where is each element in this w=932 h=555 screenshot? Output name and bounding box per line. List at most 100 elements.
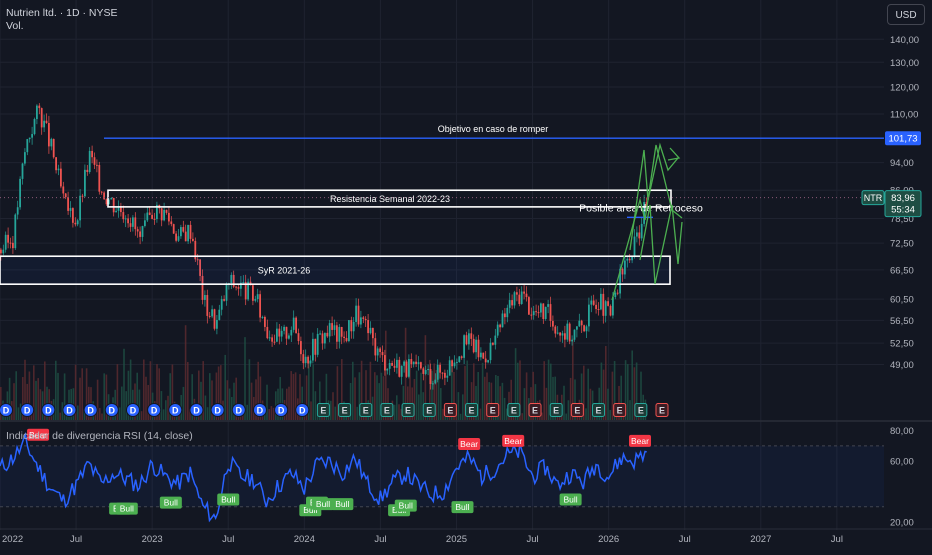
candle-body [600, 293, 602, 310]
earnings-marker[interactable]: E [465, 403, 479, 417]
candle-body [580, 320, 583, 326]
earnings-marker[interactable]: E [549, 403, 563, 417]
candle-body [458, 356, 461, 363]
volume-bar [580, 373, 583, 420]
dividend-marker[interactable]: D [274, 403, 289, 417]
dividend-marker[interactable]: D [168, 403, 183, 417]
last-price-tag[interactable] [884, 190, 922, 218]
resistance-zone[interactable] [107, 189, 672, 208]
volume-bar [206, 407, 209, 420]
earnings-marker[interactable]: E [592, 403, 606, 417]
volume-bar [129, 359, 132, 420]
earnings-marker[interactable]: E [507, 403, 521, 417]
dividend-marker[interactable]: D [147, 403, 162, 417]
candle-body [487, 360, 489, 363]
syr-zone[interactable] [0, 255, 671, 285]
bull-signal[interactable]: Bull [115, 502, 138, 515]
event-marker-label: D [109, 406, 116, 416]
earnings-marker[interactable]: E [338, 403, 352, 417]
earnings-marker[interactable]: E [613, 403, 627, 417]
dividend-marker[interactable]: D [189, 403, 204, 417]
candle-body [129, 223, 132, 227]
candle-body [499, 324, 501, 328]
candle-body [379, 348, 381, 353]
bull-signal[interactable]: Bull [451, 501, 474, 514]
candle-body [141, 226, 144, 237]
volume-bar [380, 372, 383, 420]
volume-bar [235, 377, 237, 420]
dividend-marker[interactable]: D [83, 403, 98, 417]
candle-body [0, 249, 2, 254]
candle-body [115, 210, 117, 213]
event-marker-label: D [278, 406, 285, 416]
currency-button[interactable]: USD [887, 4, 925, 25]
rsi-legend[interactable]: Indicador de divergencia RSI (14, close) [6, 430, 193, 442]
volume-bar [585, 408, 587, 420]
volume-label[interactable]: Vol. [6, 20, 24, 32]
bull-signal[interactable]: Bull [331, 498, 354, 511]
dividend-marker[interactable]: D [231, 403, 246, 417]
signal-label: Bull [316, 499, 330, 509]
symbol-title[interactable]: Nutrien ltd. · 1D · NYSE [6, 7, 118, 19]
earnings-marker[interactable]: E [359, 403, 373, 417]
volume-bar [33, 365, 35, 420]
earnings-marker[interactable]: E [316, 403, 330, 417]
earnings-marker[interactable]: E [570, 403, 584, 417]
volume-bar [574, 379, 576, 420]
symbol-tag[interactable] [861, 190, 885, 206]
earnings-marker[interactable]: E [422, 403, 436, 417]
objective-price-tag[interactable] [885, 131, 921, 146]
dividend-marker[interactable]: D [104, 403, 119, 417]
bear-signal[interactable]: Bear [502, 434, 525, 447]
candle-body [542, 303, 545, 319]
dividend-marker[interactable]: D [41, 403, 56, 417]
bull-signal[interactable]: Bull [217, 493, 240, 506]
earnings-marker[interactable]: E [486, 403, 500, 417]
volume-bar [409, 363, 411, 420]
rsi-line[interactable] [0, 431, 647, 523]
bear-signal[interactable]: Bear [27, 428, 50, 441]
volume-bar [77, 405, 79, 420]
earnings-marker[interactable]: E [634, 403, 648, 417]
volume-bar [404, 327, 407, 420]
volume-bar [431, 370, 433, 420]
candle-body [103, 192, 105, 200]
volume-bar [72, 388, 75, 420]
dividend-marker[interactable]: D [210, 403, 225, 417]
dividend-marker[interactable]: D [62, 403, 77, 417]
earnings-marker[interactable]: E [655, 403, 669, 417]
volume-bar [486, 372, 488, 420]
candle-body [446, 375, 449, 378]
earnings-marker-box [486, 403, 500, 417]
earnings-marker-box [507, 403, 521, 417]
volume-bar [620, 375, 622, 420]
bull-signal[interactable]: Bull [559, 493, 582, 506]
dividend-marker-circle [231, 403, 246, 417]
dividend-marker[interactable]: D [295, 403, 310, 417]
dividend-marker[interactable]: D [252, 403, 267, 417]
dividend-marker[interactable]: D [125, 403, 140, 417]
volume-bar [356, 406, 358, 420]
earnings-marker[interactable]: E [443, 403, 457, 417]
earnings-marker[interactable]: E [401, 403, 415, 417]
earnings-marker[interactable]: E [380, 403, 394, 417]
volume-bar [99, 408, 101, 420]
candle-body [254, 299, 257, 301]
bull-signal[interactable]: Bull [394, 499, 417, 512]
bear-signal[interactable]: Bear [629, 434, 651, 447]
resistance-zone-label: Resistencia Semanal 2022-23 [330, 194, 450, 204]
volume-bar [349, 382, 352, 420]
candle-body [172, 224, 175, 234]
dividend-marker[interactable]: D [0, 403, 13, 417]
candle-body [271, 337, 273, 342]
earnings-marker[interactable]: E [528, 403, 542, 417]
bull-signal[interactable]: Bull [159, 496, 182, 509]
grid-lines [0, 0, 884, 530]
candle-body [324, 332, 326, 344]
volume-bar [264, 410, 266, 420]
bull-signal[interactable]: Bull [312, 498, 334, 511]
dividend-marker[interactable]: D [20, 403, 35, 417]
bear-signal[interactable]: Bear [458, 437, 481, 450]
volume-bar [259, 376, 262, 420]
